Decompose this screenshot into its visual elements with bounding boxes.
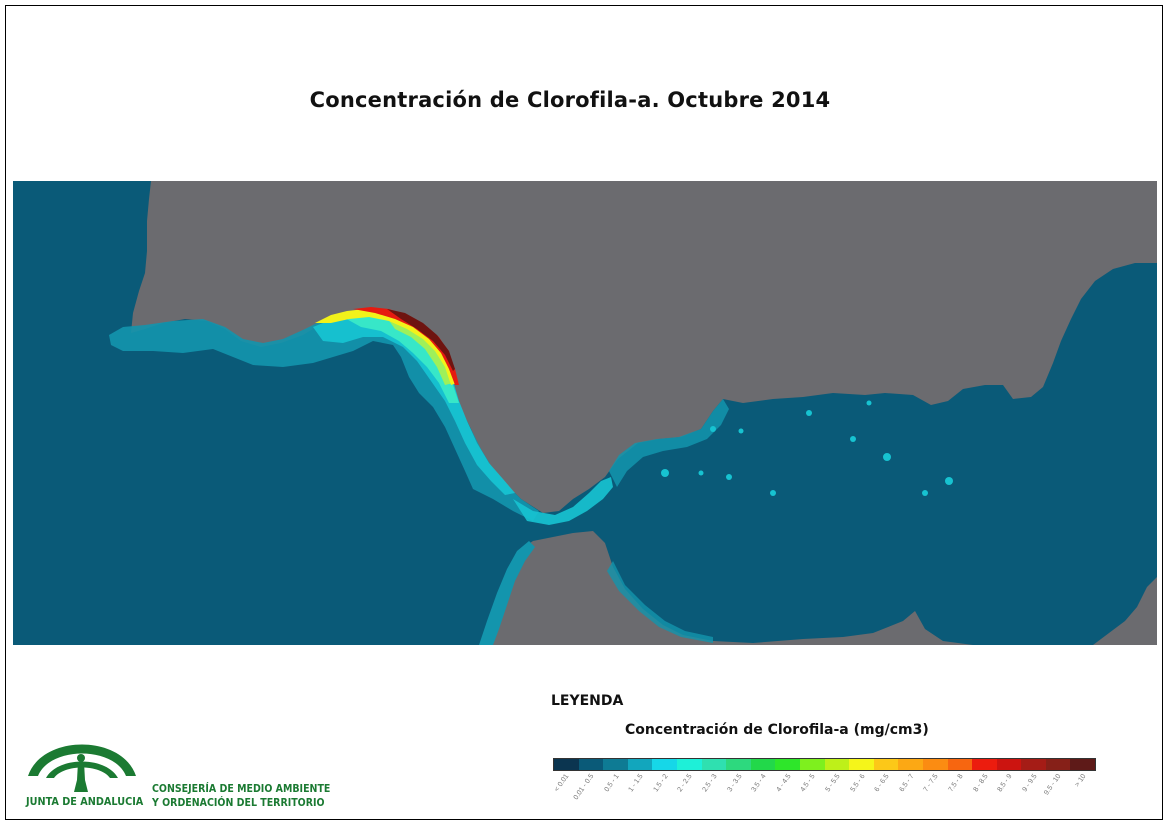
legend-swatch [898, 759, 923, 770]
legend-class-label: 4 - 4.5 [775, 773, 793, 794]
legend-swatch [1021, 759, 1046, 770]
legend-swatch [701, 759, 727, 770]
legend-swatch [947, 759, 973, 770]
logo-name: JUNTA DE ANDALUCIA [26, 795, 144, 808]
plume-alboran [609, 399, 729, 487]
junta-emblem-icon [28, 744, 136, 792]
legend-swatch [996, 759, 1022, 770]
legend-class-label: 9 - 9.5 [1021, 773, 1039, 794]
legend-class-label: 4.5 - 5 [799, 773, 817, 794]
emblem-figure [74, 762, 88, 792]
legend-class-label: 1 - 1.5 [627, 773, 645, 794]
chlorophyll-map [13, 181, 1157, 645]
map-title: Concentración de Clorofila-a. Octubre 20… [309, 88, 831, 112]
legend-class-label: 3 - 3.5 [725, 773, 744, 794]
legend-swatch [972, 759, 997, 770]
legend-swatch [922, 759, 948, 770]
legend-class-labels: < 0.01 0.01 - 0.5 0.5 - 1 1 - 1.5 1.5 - 2 2 -… [553, 773, 1098, 813]
legend-class-label: 7 - 7.5 [922, 773, 940, 794]
legend-class-label: 0.01 - 0.5 [572, 773, 596, 802]
legend-title: LEYENDA [551, 693, 624, 709]
legend-swatch [676, 759, 702, 770]
legend-swatch [1070, 759, 1096, 770]
legend-swatch [726, 759, 751, 770]
legend-color-bar [553, 758, 1097, 771]
legend-swatch [578, 759, 604, 770]
land-africa [483, 531, 973, 645]
legend-class-label: 0.5 - 1 [602, 773, 621, 794]
legend-class-label: 3.5 - 4 [750, 773, 768, 794]
legend-swatch [775, 759, 800, 770]
legend-swatch [849, 759, 874, 770]
plume-alboran-south [607, 561, 713, 643]
legend-class-label: 1.5 - 2 [652, 773, 670, 794]
department-line-1: CONSEJERÍA DE MEDIO AMBIENTE [152, 783, 331, 795]
emblem-arc-outer [28, 744, 136, 776]
legend-class-label: > 10 [1073, 773, 1088, 789]
land-iberia [131, 181, 1157, 513]
junta-andalucia-logo: JUNTA DE ANDALUCIA CONSEJERÍA DE MEDIO A… [22, 726, 362, 816]
legend-swatch [603, 759, 628, 770]
legend-swatch [824, 759, 850, 770]
legend-class-label: 7.5 - 8 [947, 773, 965, 794]
legend-swatch [873, 759, 899, 770]
legend-swatch [652, 759, 677, 770]
legend-swatch [1045, 759, 1071, 770]
legend-class-label: < 0.01 [553, 773, 571, 794]
emblem-head [77, 754, 85, 762]
legend-class-label: 2 - 2.5 [676, 773, 694, 794]
legend-swatch [627, 759, 653, 770]
legend-class-label: 2.5 - 3 [701, 773, 719, 794]
map-canvas [13, 181, 1157, 645]
legend-swatch [799, 759, 825, 770]
legend-swatch [554, 759, 579, 770]
legend-class-label: 5.5 - 6 [848, 773, 867, 794]
legend-class-label: 9.5 - 10 [1043, 773, 1063, 797]
alboran-spots [661, 400, 953, 496]
legend-class-label: 6.5 - 7 [898, 773, 916, 794]
legend-class-label: 8.5 - 9 [996, 773, 1014, 794]
plume-strait [513, 477, 613, 525]
legend-swatch [750, 759, 776, 770]
legend-class-label: 6 - 6.5 [873, 773, 891, 794]
legend-class-label: 8 - 8.5 [971, 773, 990, 794]
land-africa-east [1093, 577, 1157, 645]
emblem-arc-inner [46, 761, 118, 778]
legend-class-label: 5 - 5.5 [824, 773, 842, 794]
plume-africa-atlantic [479, 541, 535, 645]
plume-guadalquivir-green [385, 315, 453, 385]
legend-subtitle: Concentración de Clorofila-a (mg/cm3) [625, 722, 929, 738]
department-line-2: Y ORDENACIÓN DEL TERRITORIO [152, 797, 325, 809]
